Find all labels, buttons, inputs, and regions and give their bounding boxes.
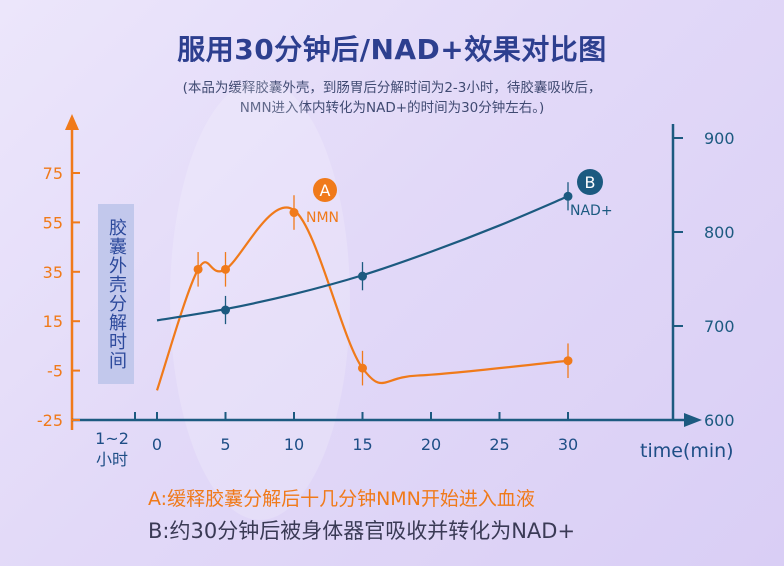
series-a-badge [313,178,337,202]
left-tick-label: -25 [37,411,63,430]
left-tick-label: 35 [43,263,63,282]
series-layer [155,182,573,391]
right-axis-ticks: 900 800 700 600 [673,129,735,430]
footnote-a: A:缓释胶囊分解后十几分钟NMN开始进入血液 [148,488,535,510]
x-tick-label: 15 [352,435,372,454]
series-a-badge-letter: A [320,181,331,200]
data-point [289,208,299,218]
chart-subtitle: (本品为缓释胶囊外壳，到肠胃后分解时间为2-3小时，待胶囊吸收后， NMN进入体… [0,78,784,118]
x-axis-arrow-icon [684,413,702,427]
x-pre-label-line-2: 小时 [95,450,128,469]
x-tick-label: 0 [152,435,162,454]
right-tick-label: 600 [704,411,735,430]
data-point [221,305,230,315]
x-pre-label-line-1: 1~2 [95,429,129,448]
right-tick-label: 900 [704,129,735,148]
x-tick-label: 20 [421,435,441,454]
capsule-time-label: 胶囊外壳分解时间 [106,218,127,370]
series-a-name: NMN [306,210,339,226]
left-axis-arrow-icon [65,114,79,130]
left-tick-label: 75 [43,164,63,183]
x-axis-label: time(min) [640,440,734,462]
x-axis-ticks: 0 5 10 15 20 25 30 [134,412,578,454]
series-b-badge-letter: B [585,173,596,192]
right-tick-label: 700 [704,317,735,336]
left-tick-label: 15 [43,312,63,331]
x-pre-label: 1~2 小时 [88,428,136,470]
data-point [563,356,573,366]
x-tick-label: 25 [489,435,509,454]
subtitle-line-2: NMN进入体内转化为NAD+的时间为30分钟左右。) [239,100,545,116]
data-point [358,271,367,281]
right-tick-label: 800 [704,223,735,242]
series-b-badge [577,169,603,195]
left-tick-label: 55 [43,213,63,232]
data-point [563,191,573,201]
chart-title: 服用30分钟后/NAD+效果对比图 [177,33,607,66]
data-point [193,264,203,274]
data-point [221,264,230,274]
background-glow [170,80,350,520]
left-axis-ticks: 75 55 35 15 -5 -25 [37,164,80,430]
series-b-name: NAD+ [570,203,613,219]
capsule-time-box: 胶囊外壳分解时间 [98,204,134,384]
footnote-b: B:约30分钟后被身体器官吸收并转化为NAD+ [148,519,576,543]
x-tick-label: 10 [284,435,304,454]
data-point [358,363,367,373]
left-tick-label: -5 [47,362,63,381]
x-tick-label: 30 [558,435,578,454]
x-tick-label: 5 [220,435,230,454]
subtitle-line-1: (本品为缓释胶囊外壳，到肠胃后分解时间为2-3小时，待胶囊吸收后， [182,80,602,96]
